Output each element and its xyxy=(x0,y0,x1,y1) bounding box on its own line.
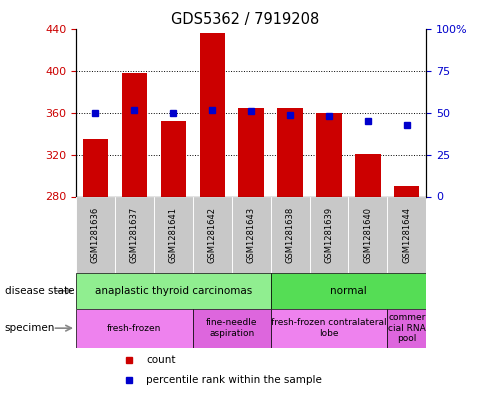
Bar xyxy=(394,186,419,196)
Text: GSM1281642: GSM1281642 xyxy=(208,207,217,263)
Bar xyxy=(193,196,232,273)
Bar xyxy=(388,196,426,273)
Bar xyxy=(355,154,381,196)
Text: GSM1281636: GSM1281636 xyxy=(91,207,100,263)
Text: GSM1281638: GSM1281638 xyxy=(286,207,294,263)
Bar xyxy=(193,309,270,348)
Text: GSM1281637: GSM1281637 xyxy=(130,207,139,263)
Text: commer
cial RNA
pool: commer cial RNA pool xyxy=(388,313,426,343)
Text: specimen: specimen xyxy=(5,323,55,333)
Text: GSM1281640: GSM1281640 xyxy=(364,207,372,263)
Text: disease state: disease state xyxy=(5,286,74,296)
Bar xyxy=(388,309,426,348)
Text: GSM1281643: GSM1281643 xyxy=(246,207,256,263)
Text: GSM1281639: GSM1281639 xyxy=(324,207,334,263)
Bar xyxy=(83,139,108,196)
Bar xyxy=(270,196,310,273)
Text: GDS5362 / 7919208: GDS5362 / 7919208 xyxy=(171,12,319,27)
Text: fresh-frozen contralateral
lobe: fresh-frozen contralateral lobe xyxy=(271,318,387,338)
Bar xyxy=(76,196,115,273)
Bar xyxy=(270,273,426,309)
Text: count: count xyxy=(146,355,175,365)
Bar xyxy=(232,196,270,273)
Bar xyxy=(154,196,193,273)
Text: anaplastic thyroid carcinomas: anaplastic thyroid carcinomas xyxy=(95,286,252,296)
Text: GSM1281641: GSM1281641 xyxy=(169,207,178,263)
Bar xyxy=(348,196,388,273)
Bar xyxy=(76,309,193,348)
Text: GSM1281644: GSM1281644 xyxy=(402,207,411,263)
Text: fresh-frozen: fresh-frozen xyxy=(107,324,162,332)
Bar xyxy=(199,33,225,196)
Bar xyxy=(317,113,342,196)
Text: percentile rank within the sample: percentile rank within the sample xyxy=(146,375,322,386)
Text: fine-needle
aspiration: fine-needle aspiration xyxy=(206,318,257,338)
Bar xyxy=(310,196,348,273)
Bar xyxy=(115,196,154,273)
Text: normal: normal xyxy=(330,286,367,296)
Bar xyxy=(239,108,264,196)
Bar xyxy=(161,121,186,196)
Bar xyxy=(76,273,270,309)
Bar xyxy=(122,73,147,196)
Bar xyxy=(277,108,303,196)
Bar xyxy=(270,309,388,348)
